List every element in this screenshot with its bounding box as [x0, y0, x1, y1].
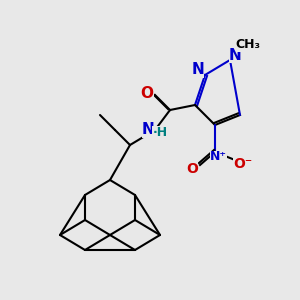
Text: N⁺: N⁺ — [209, 151, 226, 164]
Text: O: O — [140, 85, 154, 100]
Text: CH₃: CH₃ — [236, 38, 260, 52]
Text: N: N — [229, 47, 242, 62]
Text: O⁻: O⁻ — [233, 157, 253, 171]
Text: N: N — [142, 122, 154, 137]
Text: O: O — [186, 162, 198, 176]
Text: ·H: ·H — [152, 125, 168, 139]
Text: N: N — [192, 62, 204, 77]
